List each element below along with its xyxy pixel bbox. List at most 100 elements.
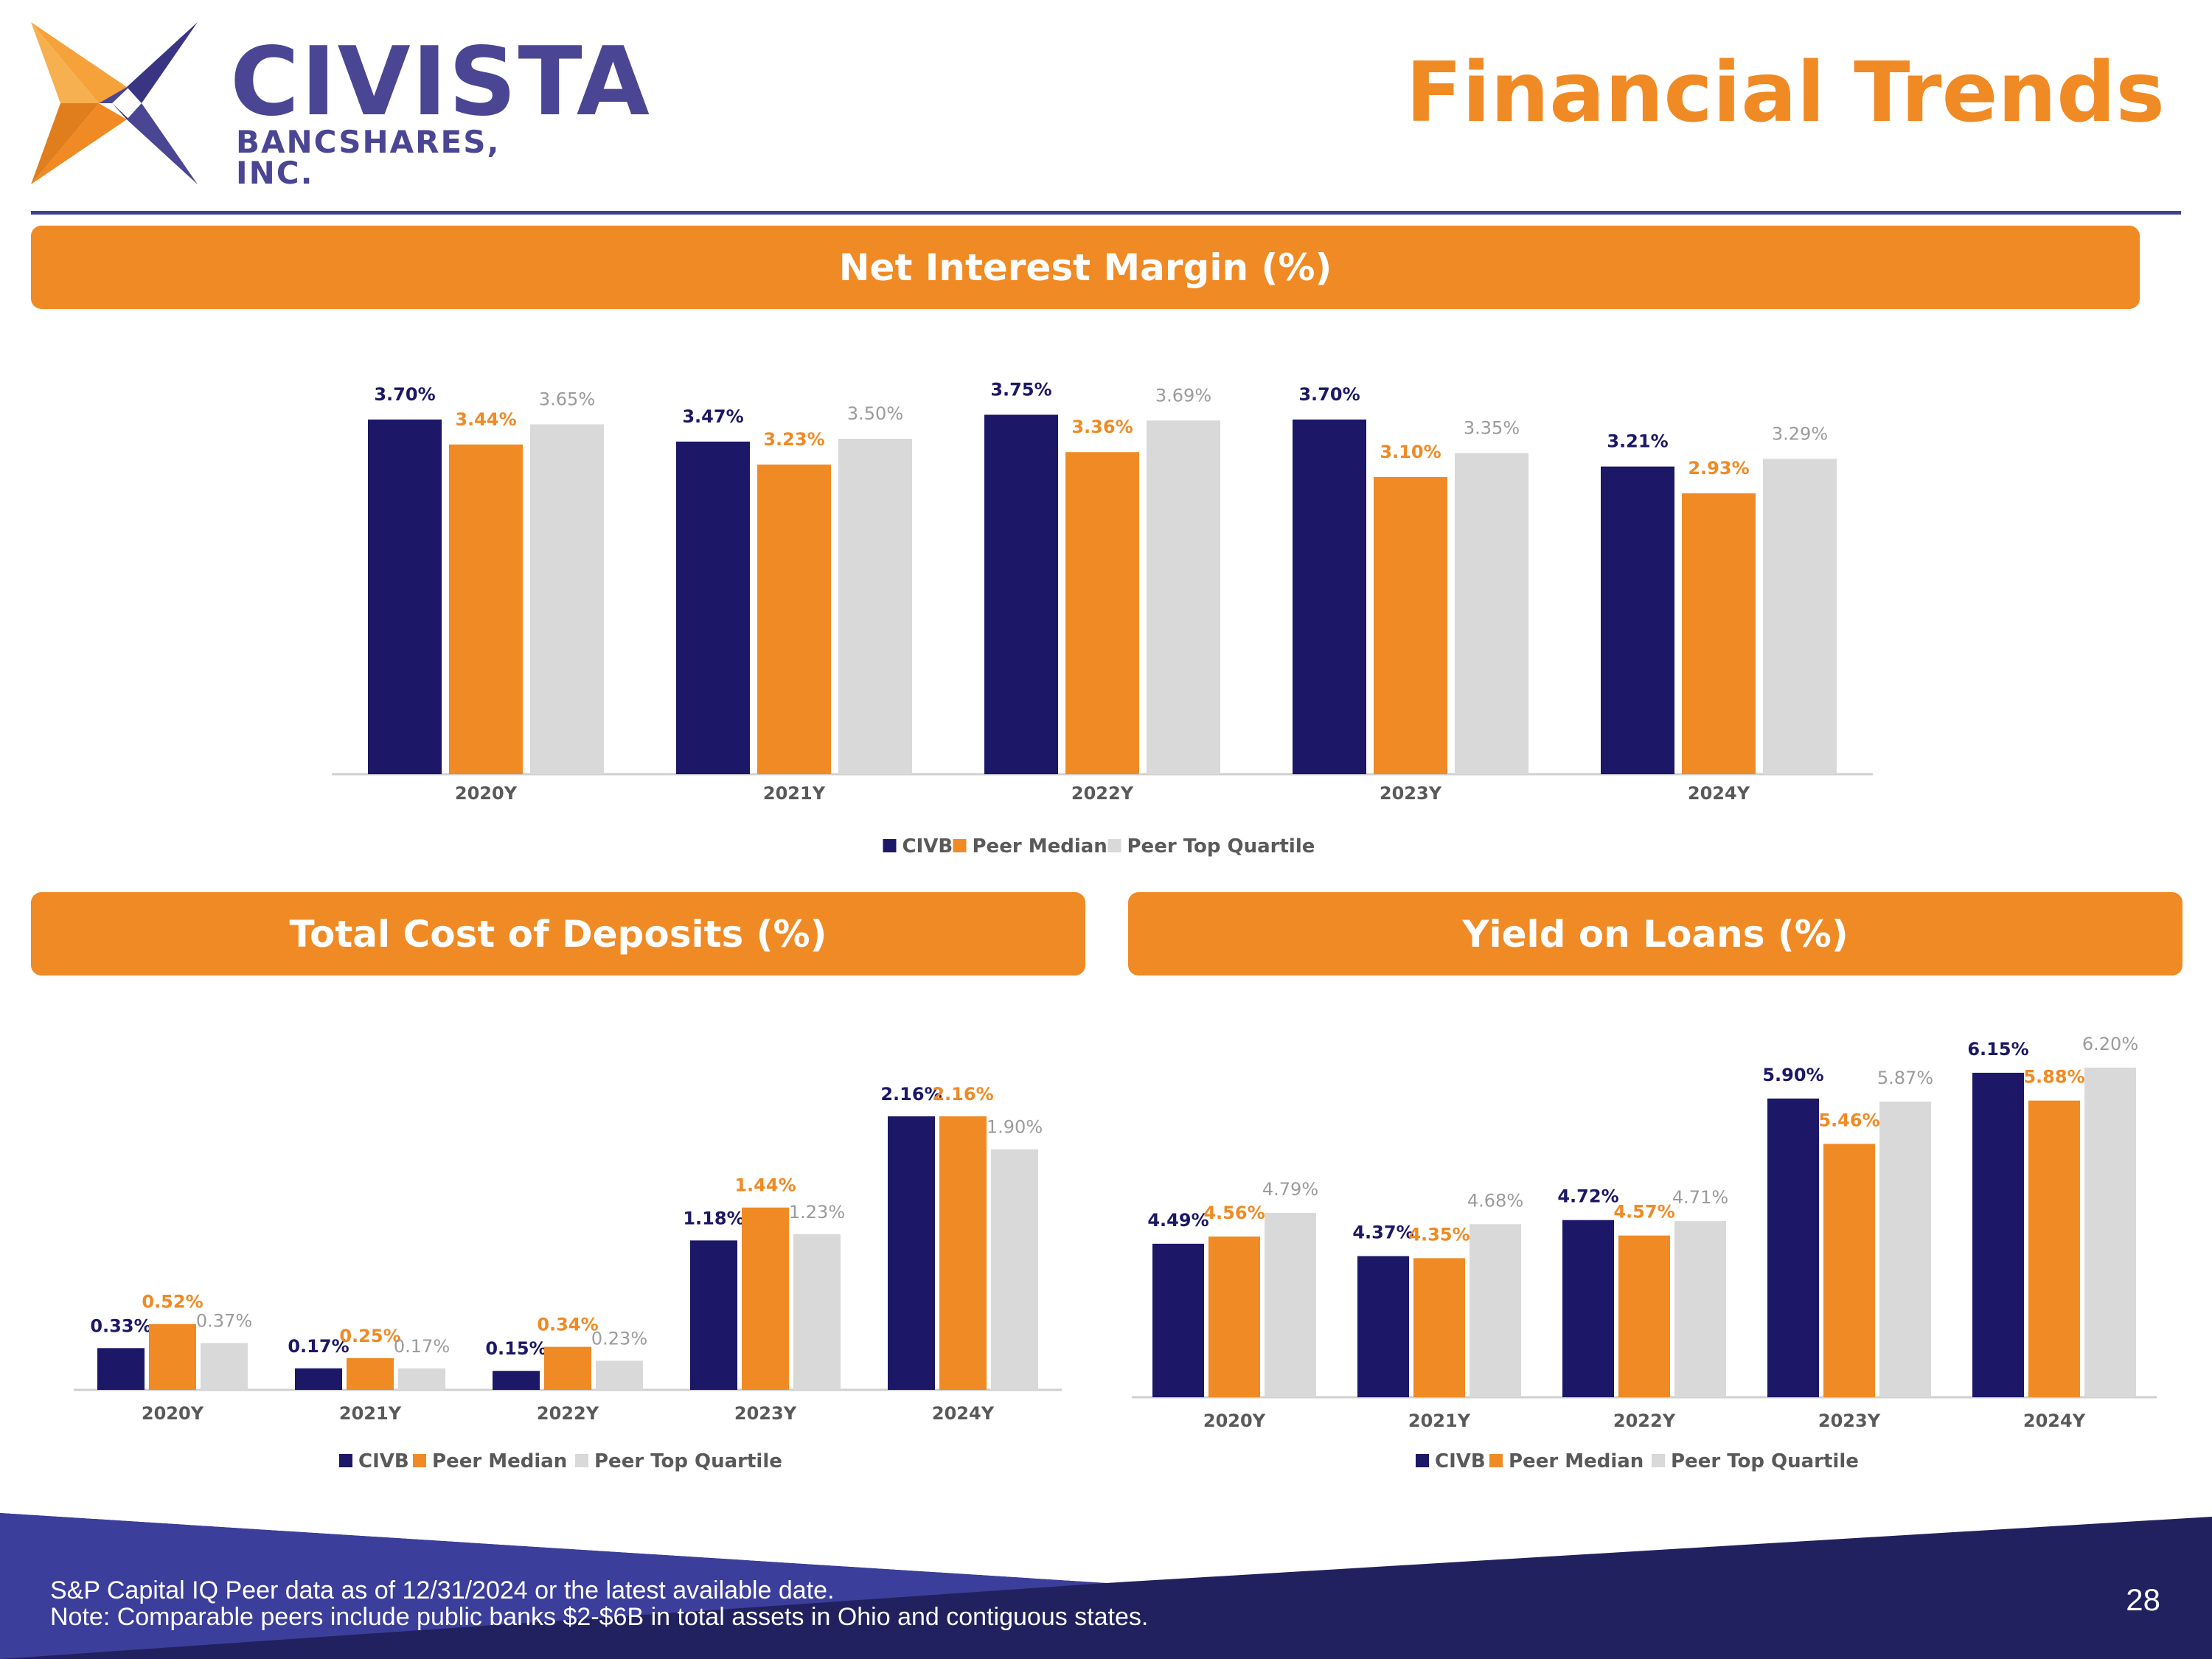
data-label-civb-2023Y: 1.18% (683, 1208, 744, 1228)
legend-swatch-peer-top-quartile (1107, 839, 1121, 852)
bar-civb-2023Y (1767, 1098, 1819, 1397)
data-label-peer-top-quartile-2024Y: 1.90% (987, 1117, 1043, 1138)
data-label-peer-top-quartile-2023Y: 5.87% (1877, 1068, 1933, 1088)
data-label-peer-top-quartile-2023Y: 3.35% (1464, 418, 1520, 439)
legend-label-peer-median: Peer Median (432, 1450, 567, 1472)
data-label-civb-2023Y: 5.90% (1762, 1065, 1823, 1085)
bar-peer-median-2020Y (1208, 1237, 1260, 1397)
data-label-civb-2021Y: 4.37% (1352, 1222, 1413, 1243)
bar-peer-median-2024Y (2028, 1100, 2080, 1397)
x-tick-label-2024Y: 2024Y (932, 1403, 995, 1424)
data-label-peer-top-quartile-2021Y: 0.17% (394, 1336, 450, 1357)
data-label-peer-median-2024Y: 5.88% (2023, 1067, 2084, 1088)
data-label-peer-median-2023Y: 5.46% (1818, 1110, 1879, 1130)
nim-chart: 3.70% 3.44% 3.65% 2020Y 3.47% 3.23% 3.50% 2021Y… (332, 380, 1873, 858)
logo-subtitle: BANCSHARES, INC. (236, 124, 501, 191)
page-title: Financial Trends (1405, 45, 2165, 141)
legend-label-peer-median: Peer Median (1509, 1450, 1644, 1472)
bar-peer-top-quartile-2022Y (596, 1360, 643, 1390)
bar-peer-top-quartile-2023Y (793, 1234, 841, 1390)
bar-civb-2023Y (690, 1240, 737, 1390)
legend-swatch-peer-top-quartile (1652, 1454, 1665, 1467)
bar-peer-top-quartile-2020Y (201, 1343, 248, 1390)
x-tick-label-2023Y: 2023Y (1380, 783, 1442, 804)
bar-peer-top-quartile-2024Y (1763, 459, 1837, 774)
data-label-civb-2022Y: 0.15% (485, 1338, 546, 1359)
bar-civb-2024Y (888, 1116, 935, 1390)
x-tick-label-2021Y: 2021Y (763, 783, 826, 804)
x-tick-label-2022Y: 2022Y (1071, 783, 1134, 804)
legend-swatch-civb (339, 1454, 352, 1467)
logo-name: CIVISTA (230, 27, 651, 137)
bar-peer-top-quartile-2020Y (1265, 1212, 1316, 1397)
legend-label-peer-top-quartile: Peer Top Quartile (1127, 835, 1315, 858)
header-divider (31, 211, 2181, 215)
data-label-peer-median-2021Y: 3.23% (763, 429, 824, 450)
legend-label-peer-top-quartile: Peer Top Quartile (594, 1450, 782, 1472)
data-label-civb-2020Y: 0.33% (90, 1315, 151, 1336)
civista-star-icon (31, 22, 198, 184)
x-tick-label-2024Y: 2024Y (2023, 1411, 2086, 1431)
legend-label-civb: CIVB (1435, 1450, 1486, 1472)
data-label-civb-2021Y: 3.47% (682, 406, 743, 427)
bar-peer-top-quartile-2023Y (1455, 453, 1528, 774)
data-label-peer-median-2022Y: 4.57% (1613, 1202, 1674, 1222)
bar-civb-2020Y (368, 420, 442, 774)
bar-peer-median-2022Y (1618, 1235, 1670, 1397)
data-label-peer-median-2022Y: 0.34% (537, 1315, 598, 1335)
data-label-peer-median-2024Y: 2.93% (1688, 458, 1749, 479)
data-label-peer-median-2022Y: 3.36% (1071, 417, 1133, 437)
x-tick-label-2020Y: 2020Y (142, 1403, 204, 1424)
data-label-peer-top-quartile-2020Y: 0.37% (196, 1310, 252, 1331)
data-label-civb-2024Y: 3.21% (1607, 431, 1668, 452)
bar-peer-top-quartile-2022Y (1147, 420, 1220, 774)
data-label-peer-median-2020Y: 4.56% (1203, 1203, 1265, 1223)
data-label-peer-median-2024Y: 2.16% (932, 1084, 993, 1105)
bar-civb-2021Y (295, 1368, 342, 1390)
bar-peer-top-quartile-2023Y (1879, 1102, 1931, 1397)
data-label-peer-top-quartile-2023Y: 1.23% (789, 1202, 845, 1222)
data-label-civb-2022Y: 4.72% (1557, 1186, 1618, 1207)
x-tick-label-2023Y: 2023Y (1818, 1411, 1881, 1431)
data-label-peer-median-2023Y: 3.10% (1380, 442, 1441, 462)
data-label-civb-2024Y: 2.16% (880, 1084, 942, 1105)
data-label-peer-median-2020Y: 0.52% (142, 1292, 203, 1312)
x-tick-label-2021Y: 2021Y (339, 1403, 402, 1424)
legend-swatch-peer-median (413, 1454, 426, 1467)
bar-civb-2022Y (493, 1371, 540, 1390)
bar-peer-median-2022Y (544, 1346, 591, 1390)
bar-peer-median-2024Y (1682, 493, 1756, 774)
data-label-civb-2020Y: 3.70% (374, 384, 435, 405)
data-label-peer-median-2021Y: 4.35% (1408, 1224, 1470, 1245)
data-label-peer-median-2021Y: 0.25% (339, 1326, 400, 1346)
data-label-civb-2021Y: 0.17% (288, 1336, 349, 1357)
bar-peer-top-quartile-2021Y (1470, 1224, 1521, 1397)
data-label-civb-2024Y: 6.15% (1967, 1039, 2028, 1060)
deposits-banner: Total Cost of Deposits (%) (31, 892, 1085, 975)
legend-label-peer-median: Peer Median (973, 835, 1107, 858)
data-label-peer-top-quartile-2021Y: 4.68% (1467, 1190, 1523, 1211)
x-tick-label-2023Y: 2023Y (734, 1403, 797, 1424)
bar-peer-median-2023Y (742, 1207, 789, 1390)
bar-peer-top-quartile-2021Y (398, 1368, 445, 1390)
bar-civb-2022Y (984, 414, 1058, 774)
bar-peer-median-2024Y (939, 1116, 987, 1390)
data-label-peer-top-quartile-2020Y: 3.65% (539, 389, 595, 410)
bar-civb-2020Y (97, 1348, 145, 1390)
data-label-peer-top-quartile-2022Y: 3.69% (1155, 385, 1211, 406)
data-label-peer-top-quartile-2022Y: 0.23% (591, 1329, 647, 1349)
bar-civb-2021Y (676, 441, 750, 774)
bar-peer-top-quartile-2024Y (991, 1149, 1038, 1390)
bar-peer-median-2021Y (347, 1358, 394, 1390)
data-label-peer-top-quartile-2021Y: 3.50% (847, 403, 903, 424)
bar-peer-median-2020Y (449, 444, 523, 774)
footer-note-source: S&P Capital IQ Peer data as of 12/31/202… (50, 1576, 835, 1604)
bar-civb-2023Y (1293, 420, 1366, 774)
bar-civb-2020Y (1152, 1243, 1204, 1397)
x-tick-label-2020Y: 2020Y (455, 783, 518, 804)
loans-chart: 4.49%4.56% 4.79% 2020Y 4.37%4.35% 4.68% 2021Y… (1132, 1034, 2157, 1472)
bar-civb-2021Y (1357, 1256, 1409, 1397)
bar-peer-top-quartile-2022Y (1674, 1221, 1726, 1397)
nim-banner: Net Interest Margin (%) (31, 226, 2140, 309)
bar-civb-2022Y (1562, 1220, 1614, 1397)
